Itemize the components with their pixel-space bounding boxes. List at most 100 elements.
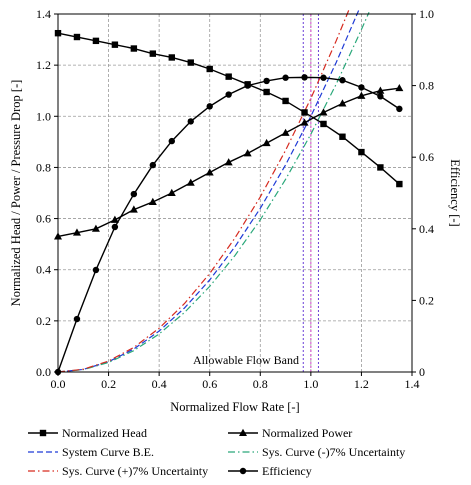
x-tick-label: 0.4: [152, 377, 167, 391]
data-point: [301, 109, 308, 116]
data-point: [319, 108, 328, 116]
data-point: [187, 118, 194, 125]
legend: Normalized Head Normalized Power System Cu…: [28, 426, 405, 478]
legend-item: Normalized Power: [228, 426, 352, 440]
legend-label: System Curve B.E.: [62, 445, 154, 459]
data-point: [358, 84, 365, 91]
data-point: [92, 266, 100, 274]
y-tick-label: 0.2: [36, 314, 51, 328]
x-ticks: 0.0 0.2 0.4 0.6 0.8 1.0 1.2 1.4: [51, 372, 420, 391]
data-point: [300, 118, 309, 126]
data-point: [282, 74, 289, 81]
data-point: [339, 77, 346, 84]
data-point: [376, 86, 385, 94]
legend-label: Sys. Curve (+)7% Uncertainty: [62, 464, 208, 478]
legend-marker: [239, 428, 247, 436]
legend-label: Normalized Head: [62, 426, 147, 440]
legend-marker: [39, 429, 47, 437]
data-point: [377, 164, 384, 171]
data-point: [357, 91, 366, 99]
data-point: [167, 188, 176, 196]
y2-tick-label: 0.8: [419, 79, 434, 93]
x-tick-label: 1.0: [303, 377, 318, 391]
data-point: [301, 74, 308, 81]
series-2: [57, 9, 360, 373]
y-tick-label: 0.8: [36, 160, 51, 174]
x-tick-label: 0.6: [202, 377, 217, 391]
y2-axis-label: Efficiency [-]: [448, 159, 462, 226]
data-point: [187, 59, 194, 66]
data-point: [263, 77, 270, 85]
series-line: [57, 11, 370, 373]
y-tick-label: 0.6: [36, 212, 51, 226]
legend-item: Normalized Head: [28, 426, 147, 440]
data-point: [110, 215, 119, 223]
y-tick-label: 1.4: [36, 7, 51, 21]
legend-item: Sys. Curve (-)7% Uncertainty: [228, 445, 405, 459]
y2-tick-label: 0.6: [419, 150, 434, 164]
y-tick-label: 0.0: [36, 365, 51, 379]
x-tick-label: 1.2: [354, 377, 369, 391]
legend-label: Sys. Curve (-)7% Uncertainty: [262, 445, 405, 459]
data-point: [205, 168, 214, 176]
data-point: [358, 148, 365, 156]
data-point: [72, 228, 81, 236]
legend-item: System Curve B.E.: [28, 445, 154, 459]
legend-item: Sys. Curve (+)7% Uncertainty: [28, 464, 208, 478]
data-point: [338, 99, 347, 107]
data-point: [130, 45, 138, 52]
x-tick-label: 0.2: [101, 377, 116, 391]
data-point: [244, 82, 251, 89]
data-point: [243, 149, 252, 157]
data-point: [186, 178, 195, 186]
data-point: [225, 91, 232, 98]
data-point: [281, 128, 290, 136]
series-3: [57, 11, 370, 373]
legend-label: Normalized Power: [262, 426, 352, 440]
x-tick-label: 1.4: [405, 377, 420, 391]
data-point: [377, 93, 384, 100]
data-point: [224, 158, 233, 166]
y2-tick-label: 0: [419, 365, 425, 379]
plot-frame: [57, 13, 413, 373]
data-point: [148, 197, 157, 205]
data-point: [130, 190, 138, 198]
data-point: [206, 103, 213, 110]
data-point: [396, 105, 403, 113]
data-point: [168, 54, 175, 61]
series-line: [57, 9, 360, 373]
data-point: [262, 138, 271, 147]
data-point: [168, 137, 175, 145]
y2-tick-label: 1.0: [419, 7, 434, 21]
series-1: [54, 83, 404, 240]
y2-tick-label: 0.4: [419, 222, 434, 236]
data-point: [111, 41, 119, 48]
y2-tick-label: 0.2: [419, 293, 434, 307]
data-point: [91, 224, 100, 232]
data-point: [320, 74, 327, 81]
y-tick-label: 1.0: [36, 109, 51, 123]
data-point: [149, 161, 157, 169]
data-point: [320, 120, 327, 128]
data-point: [339, 133, 346, 140]
y-ticks: 0.0 0.2 0.4 0.6 0.8 1.0 1.2 1.4: [36, 7, 58, 379]
y-axis-label: Normalized Head / Power / Pressure Drop …: [9, 80, 23, 307]
data-point: [111, 223, 119, 231]
data-point: [92, 37, 100, 45]
data-point: [149, 50, 157, 57]
data-point: [206, 65, 213, 73]
legend-item: Efficiency: [228, 464, 312, 478]
data-point: [73, 315, 81, 323]
x-tick-label: 0.8: [253, 377, 268, 391]
data-point: [282, 97, 289, 105]
legend-marker: [239, 467, 247, 475]
legend-label: Efficiency: [262, 464, 312, 478]
y-tick-label: 1.2: [36, 58, 51, 72]
data-point: [73, 33, 81, 41]
annotation: Allowable Flow Band: [193, 353, 299, 367]
data-point: [129, 205, 138, 213]
data-point: [263, 88, 270, 96]
x-axis-label: Normalized Flow Rate [-]: [170, 400, 299, 414]
